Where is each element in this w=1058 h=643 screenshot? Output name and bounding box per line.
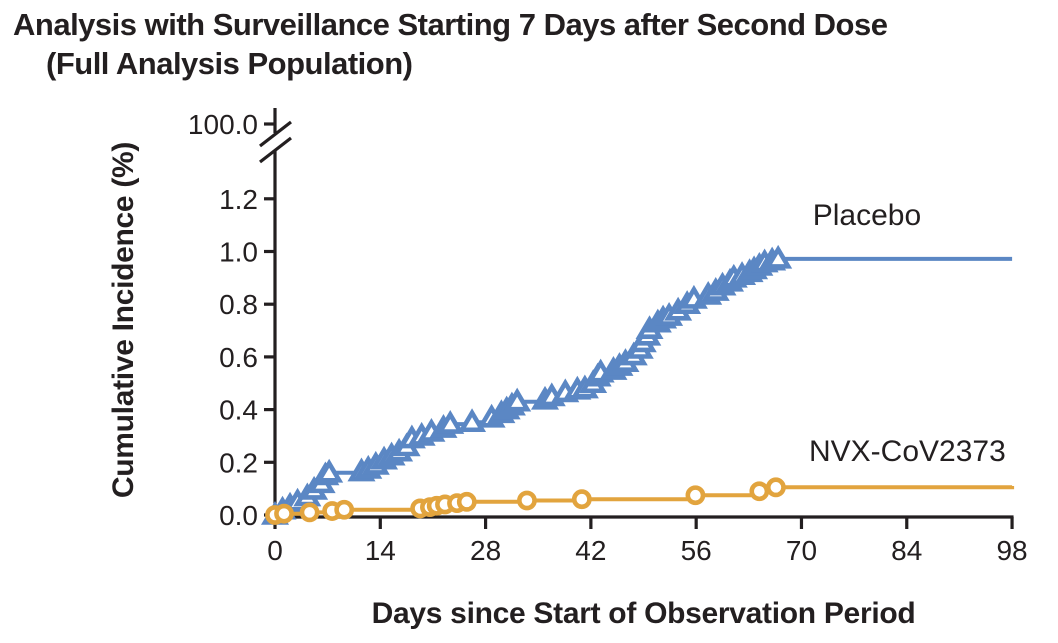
- y-tick-label: 0.8: [219, 289, 258, 320]
- x-tick-label: 56: [681, 535, 712, 566]
- figure-title: Analysis with Surveillance Starting 7 Da…: [13, 5, 888, 83]
- axis-break-icon: [259, 136, 292, 164]
- y-tick-label: 0.6: [219, 342, 258, 373]
- x-tick-label: 0: [267, 535, 283, 566]
- axis-break-icon: [259, 120, 292, 148]
- x-tick-label: 14: [365, 535, 396, 566]
- nvx-cov2373-curve: [275, 485, 1015, 517]
- nvx-cov2373-circle-marker: [517, 490, 537, 511]
- y-axis-title: Cumulative Incidence (%): [107, 142, 140, 498]
- placebo-triangle-marker: [503, 387, 532, 412]
- placebo-curve: [275, 256, 1013, 517]
- nvx-cov2373-circle-marker: [765, 477, 786, 498]
- x-tick-label: 28: [470, 535, 501, 566]
- x-axis-title: Days since Start of Observation Period: [372, 597, 916, 630]
- figure-title-line2: (Full Analysis Population): [46, 46, 413, 81]
- x-tick-label: 84: [891, 535, 922, 566]
- nvx-cov2373-circle-marker: [571, 489, 592, 510]
- x-tick-label: 42: [575, 535, 606, 566]
- x-tick-label: 98: [996, 535, 1027, 566]
- y-tick-label: 0.0: [219, 500, 258, 531]
- y-tick-label-100: 100.0: [188, 109, 258, 140]
- nvx-cov2373-circle-marker: [685, 485, 706, 506]
- nvx-cov2373-circle-marker: [334, 499, 355, 520]
- placebo-triangle-marker: [458, 408, 487, 433]
- x-tick-label: 70: [786, 535, 817, 566]
- placebo-triangle-marker: [315, 458, 344, 483]
- figure-title-line1: Analysis with Surveillance Starting 7 Da…: [13, 7, 888, 42]
- placebo-series-label: Placebo: [813, 199, 921, 232]
- placebo-triangle-marker: [436, 410, 465, 434]
- nvx-cov2373-circle-marker: [749, 481, 770, 502]
- y-tick-label: 1.0: [219, 237, 258, 268]
- y-tick-label: 1.2: [219, 184, 258, 215]
- y-tick-label: 0.2: [219, 447, 258, 478]
- nvx-cov2373-circle-marker: [299, 502, 320, 523]
- nvx-cov2373-circle-marker: [274, 503, 294, 524]
- nvx-cov2373-series-label: NVX-CoV2373: [809, 435, 1006, 468]
- nvx-cov2373-circle-marker: [456, 491, 477, 512]
- placebo-triangle-marker: [764, 244, 793, 269]
- y-tick-label: 0.4: [219, 395, 258, 426]
